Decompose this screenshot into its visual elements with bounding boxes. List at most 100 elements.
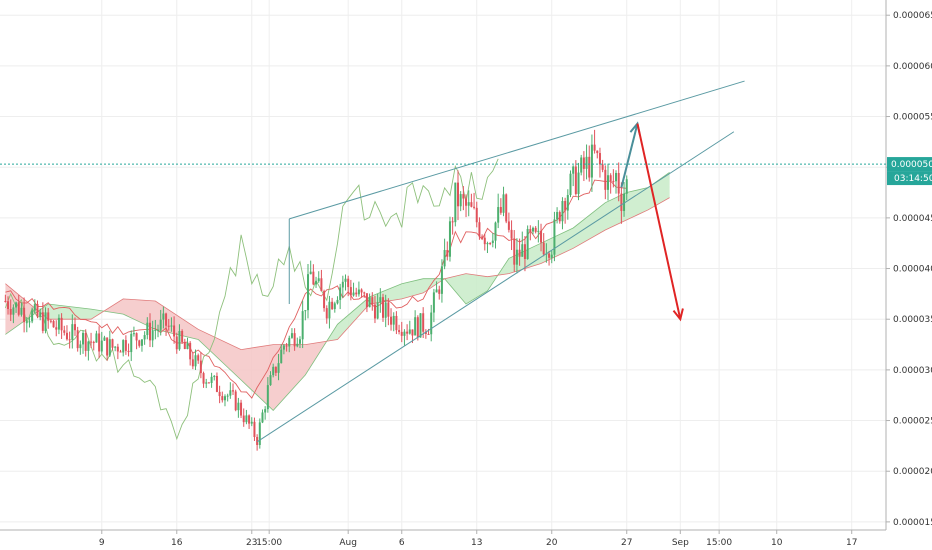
candle-down bbox=[60, 317, 63, 331]
candle-up bbox=[352, 292, 355, 296]
candle-up bbox=[577, 172, 580, 194]
candle-down bbox=[320, 278, 323, 292]
candle-down bbox=[36, 304, 39, 317]
candle-down bbox=[221, 396, 224, 401]
candle-down bbox=[68, 339, 71, 341]
candle-down bbox=[293, 333, 296, 347]
candle-up bbox=[261, 412, 264, 423]
candle-up bbox=[282, 345, 285, 350]
candlestick-series bbox=[4, 129, 628, 451]
candle-down bbox=[138, 340, 141, 346]
trendline-drawings[interactable] bbox=[256, 80, 745, 443]
arrow-down-head bbox=[672, 308, 684, 322]
lower-trendline[interactable] bbox=[256, 131, 735, 443]
candle-down bbox=[505, 194, 508, 222]
candle-down bbox=[601, 164, 604, 170]
candle-down bbox=[98, 333, 101, 352]
candle-down bbox=[373, 304, 376, 319]
candle-down bbox=[207, 382, 210, 384]
candle-down bbox=[617, 172, 620, 194]
candle-down bbox=[312, 271, 315, 285]
arrow-down[interactable] bbox=[636, 123, 682, 320]
candle-up bbox=[625, 179, 628, 194]
grid-lines bbox=[0, 0, 886, 530]
candle-up bbox=[486, 243, 489, 245]
countdown-label: 03:14:50 bbox=[894, 174, 932, 184]
candle-down bbox=[365, 293, 368, 308]
candle-down bbox=[135, 333, 138, 341]
candle-down bbox=[165, 313, 168, 326]
candle-up bbox=[304, 310, 307, 312]
candle-down bbox=[406, 331, 409, 334]
y-tick-label: 0.00003500 bbox=[893, 315, 932, 325]
leading-span-a bbox=[5, 171, 670, 411]
arrow-up[interactable] bbox=[620, 123, 639, 188]
candle-up bbox=[277, 363, 280, 373]
candle-up bbox=[328, 301, 331, 319]
x-tick-label: 13 bbox=[471, 538, 482, 548]
price-axis[interactable]: 0.000065000.000060000.000055000.00005000… bbox=[886, 11, 932, 528]
candle-up bbox=[315, 281, 318, 285]
y-tick-label: 0.00006000 bbox=[893, 62, 932, 72]
candle-up bbox=[440, 266, 443, 294]
candle-up bbox=[288, 337, 291, 347]
leading-span-b bbox=[5, 197, 670, 351]
plot-background bbox=[0, 0, 886, 530]
candle-up bbox=[229, 390, 232, 396]
candle-down bbox=[325, 308, 328, 319]
last-price-badge bbox=[887, 157, 932, 172]
x-tick-label: 23 bbox=[246, 538, 257, 548]
candle-up bbox=[226, 395, 229, 397]
candle-down bbox=[17, 302, 20, 315]
candle-down bbox=[9, 309, 12, 315]
candle-down bbox=[167, 325, 170, 327]
candle-down bbox=[331, 301, 334, 310]
candle-down bbox=[400, 331, 403, 336]
candle-up bbox=[44, 312, 47, 331]
candle-down bbox=[510, 229, 513, 239]
candle-down bbox=[127, 350, 130, 353]
candle-up bbox=[280, 349, 283, 364]
x-tick-label: 27 bbox=[621, 538, 632, 548]
candle-up bbox=[333, 303, 336, 310]
candle-up bbox=[606, 175, 609, 190]
candle-up bbox=[146, 322, 149, 336]
candle-down bbox=[232, 390, 235, 392]
candle-down bbox=[609, 175, 612, 181]
candle-up bbox=[122, 340, 125, 353]
candle-down bbox=[355, 292, 358, 295]
conversion-line bbox=[5, 179, 627, 399]
candle-up bbox=[590, 144, 593, 178]
candle-up bbox=[151, 330, 154, 341]
candle-down bbox=[470, 202, 473, 207]
candle-down bbox=[481, 236, 484, 238]
candle-up bbox=[497, 207, 500, 223]
candle-up bbox=[162, 313, 165, 320]
candle-down bbox=[202, 373, 205, 384]
y-tick-label: 0.00005500 bbox=[893, 113, 932, 123]
candle-down bbox=[523, 244, 526, 260]
candle-up bbox=[154, 329, 157, 331]
upper-trendline[interactable] bbox=[289, 80, 745, 220]
candle-down bbox=[76, 330, 79, 349]
candle-up bbox=[15, 302, 18, 308]
candle-down bbox=[148, 322, 151, 341]
candle-up bbox=[159, 319, 162, 330]
candle-down bbox=[285, 345, 288, 347]
candle-up bbox=[237, 402, 240, 411]
candle-up bbox=[615, 172, 618, 182]
candle-up bbox=[339, 287, 342, 300]
candle-down bbox=[363, 292, 366, 294]
candle-up bbox=[491, 240, 494, 244]
candle-down bbox=[90, 341, 93, 343]
candle-up bbox=[566, 195, 569, 211]
candle-down bbox=[612, 180, 615, 182]
candle-down bbox=[371, 297, 374, 305]
candle-down bbox=[473, 206, 476, 208]
candle-up bbox=[114, 346, 117, 348]
x-tick-label: Aug bbox=[339, 538, 357, 548]
candle-down bbox=[124, 340, 127, 351]
candle-up bbox=[71, 324, 74, 340]
